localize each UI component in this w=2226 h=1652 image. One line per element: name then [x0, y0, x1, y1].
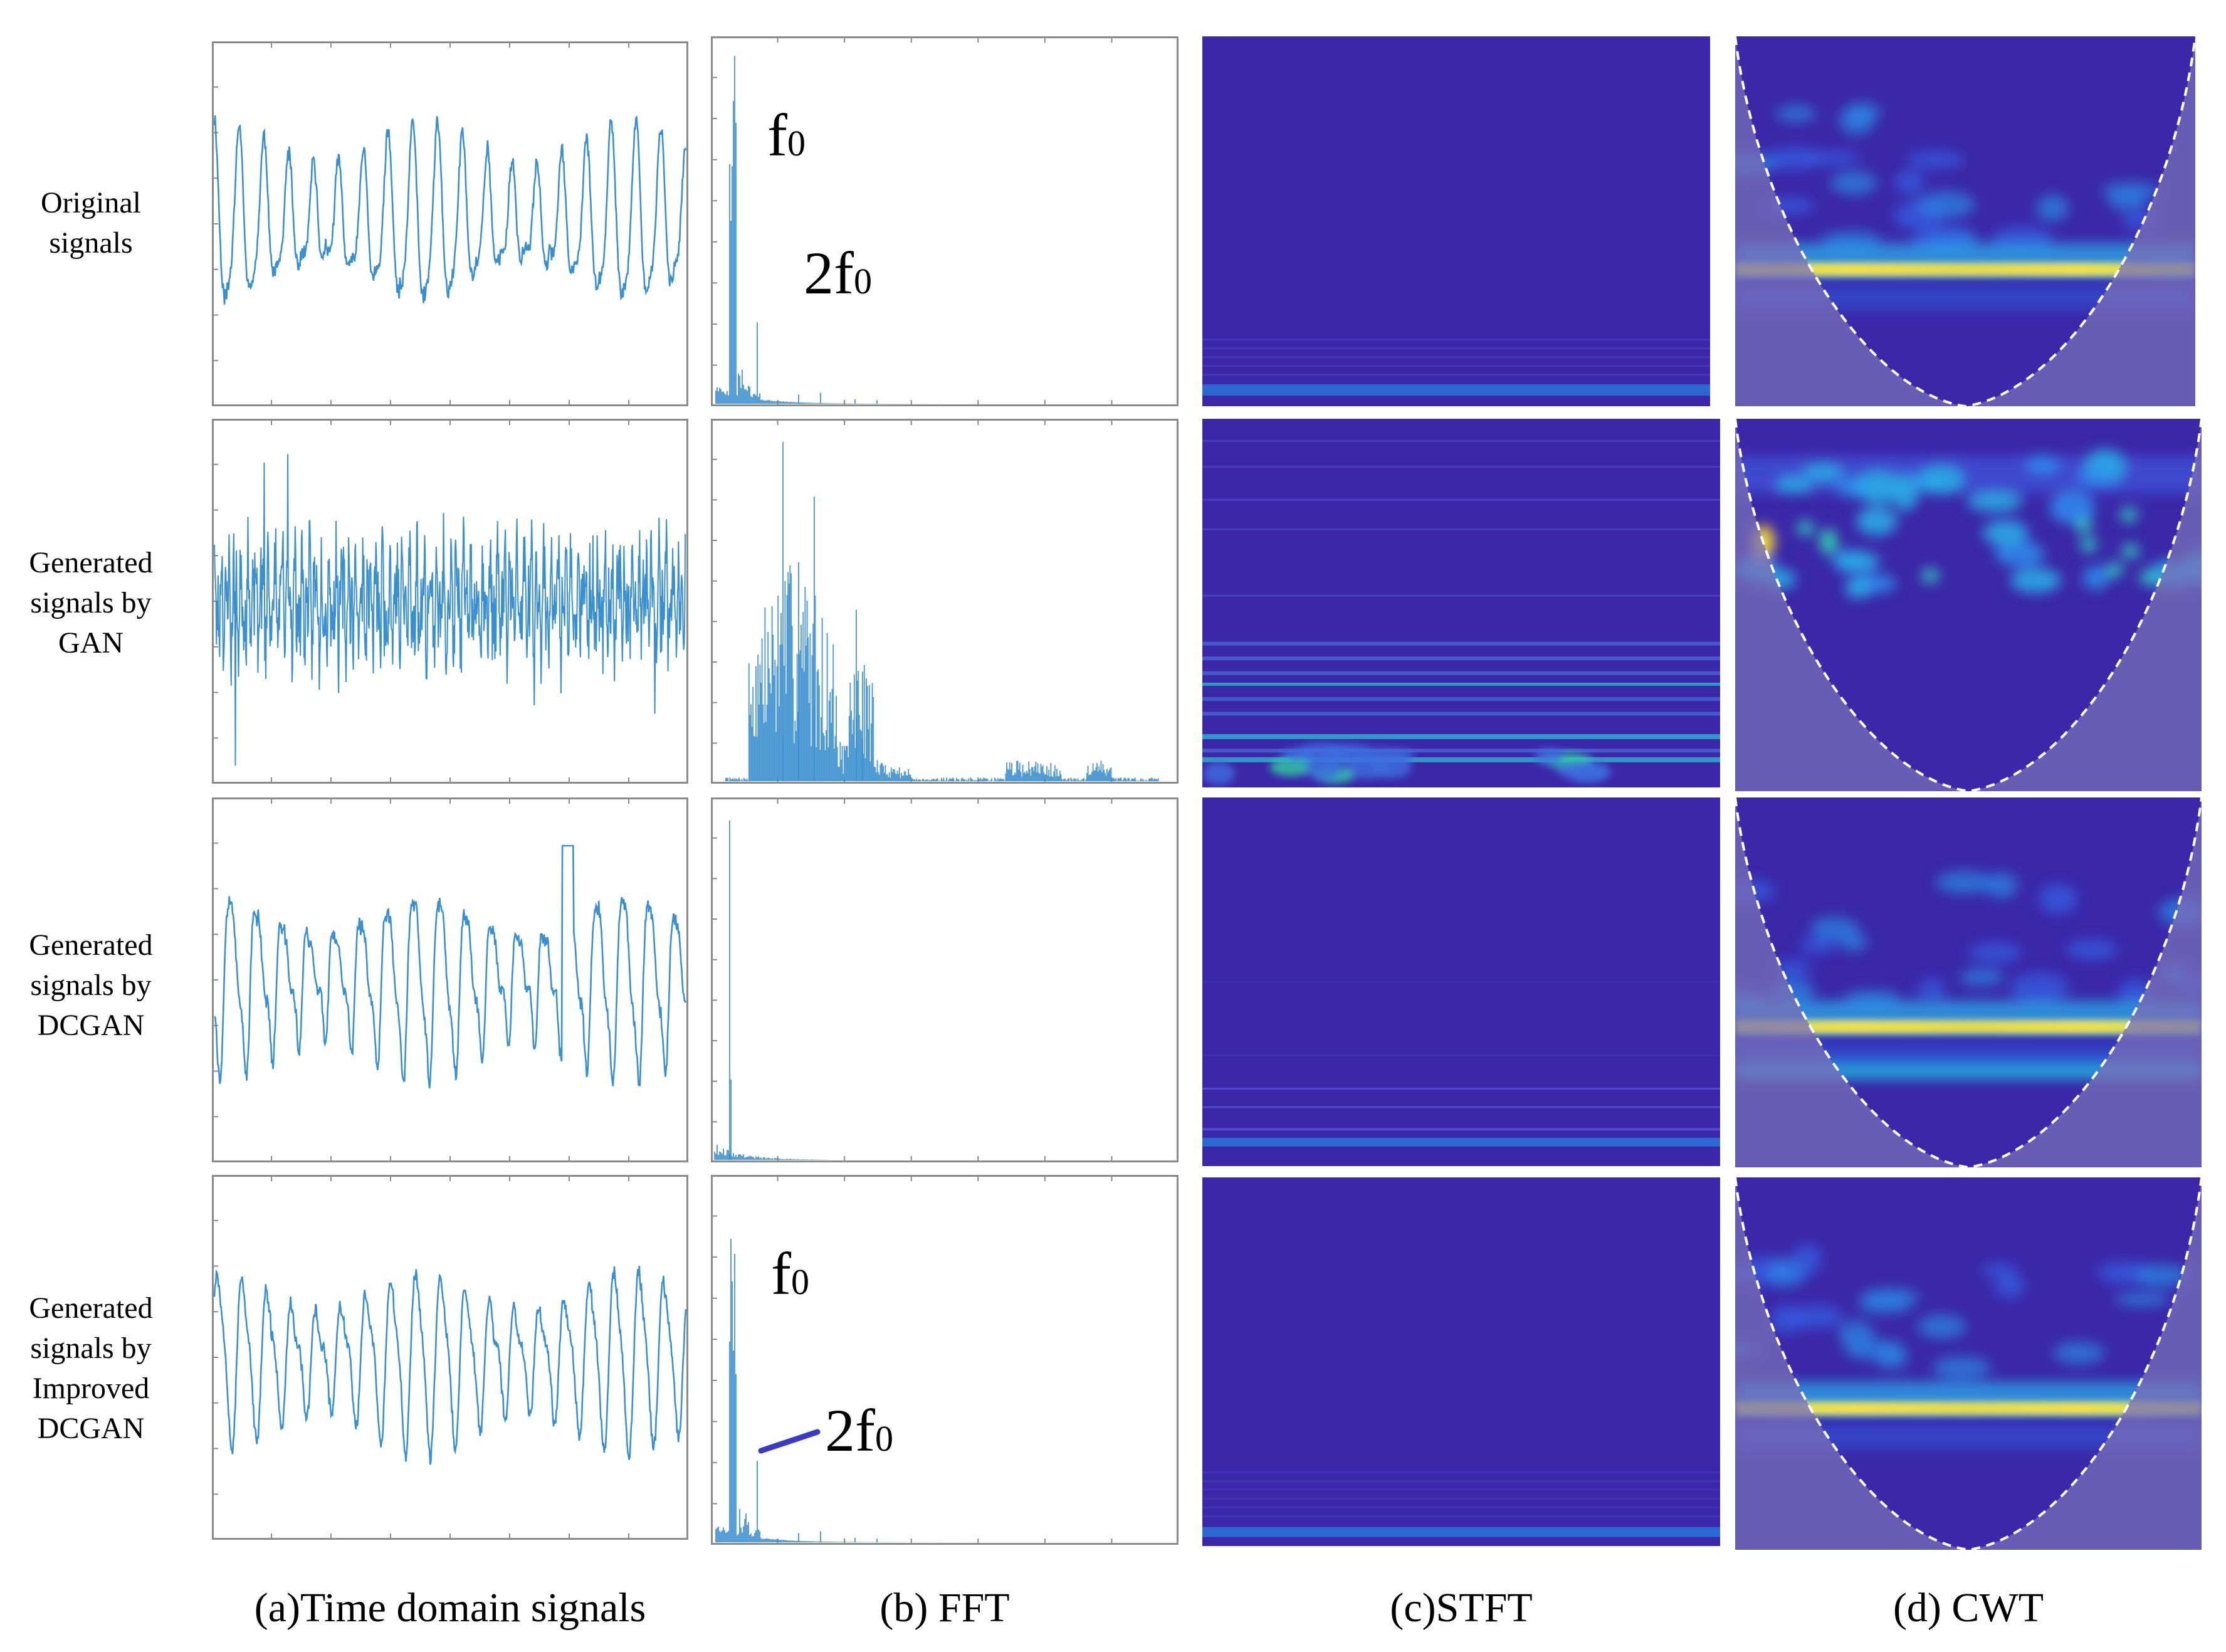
cwt-scalogram — [1735, 36, 2195, 406]
fft-label-f0: f0 — [767, 102, 806, 169]
cone-of-influence-shade — [1735, 419, 2202, 791]
fft-plot — [711, 419, 1179, 784]
fft-plot: f0 2f0 — [711, 36, 1179, 406]
plot-frame — [711, 797, 1179, 1162]
cwt-scalogram — [1735, 1177, 2202, 1550]
stft-bands — [1202, 439, 1720, 785]
fft-spectrum — [714, 820, 828, 1160]
fft-original: f0 2f0 — [711, 36, 1179, 406]
signal-trace — [213, 1266, 687, 1465]
stft-bands — [1202, 1471, 1720, 1537]
plot-frame — [212, 41, 688, 406]
time-signal-plot — [212, 419, 688, 784]
time-signal-plot — [212, 797, 688, 1162]
row-label-dcgan: Generated signals by DCGAN — [29, 929, 153, 1042]
stft-heatmap — [1202, 797, 1720, 1166]
cwt-gan — [1735, 419, 2202, 791]
column-label-fft: (b) FFT — [879, 1585, 1010, 1631]
stft-bands — [1202, 339, 1710, 396]
plot-frame — [212, 797, 688, 1162]
signal-trace — [214, 454, 686, 766]
fft-improved-dcgan: f0 2f0 — [711, 1175, 1179, 1545]
column-label-cwt: (d) CWT — [1893, 1585, 2044, 1631]
fft-label-2f0: 2f0 — [804, 239, 872, 307]
cwt-original — [1735, 36, 2195, 406]
stft-heatmap — [1202, 36, 1710, 406]
cone-of-influence-shade — [1735, 36, 2195, 406]
row-label-original: Original signals — [41, 186, 141, 260]
stft-heatmap — [1202, 419, 1720, 787]
plot-frame — [212, 1175, 688, 1540]
signal-trace — [214, 844, 687, 1089]
arrow-icon — [758, 1429, 821, 1454]
stft-improved-dcgan — [1202, 1177, 1720, 1546]
heatmap-background — [1202, 797, 1720, 1166]
column-label-stft: (c)STFT — [1390, 1585, 1533, 1631]
fft-spectrum — [715, 56, 969, 404]
time-signal-plot — [212, 41, 688, 406]
plot-frame — [711, 36, 1179, 406]
signal-trace — [213, 115, 687, 305]
cone-of-influence-shade — [1735, 797, 2202, 1167]
heatmap-background — [1202, 1177, 1720, 1546]
column-label-time-domain: (a)Time domain signals — [254, 1585, 646, 1631]
cone-of-influence-line — [1735, 36, 2195, 406]
stft-original — [1202, 36, 1710, 406]
fft-plot — [711, 797, 1179, 1162]
fft-label-f0: f0 — [771, 1240, 809, 1307]
cwt-scalogram — [1735, 419, 2202, 791]
time-signal-original — [212, 41, 688, 406]
stft-dcgan — [1202, 797, 1720, 1166]
fft-gan — [711, 419, 1179, 784]
stft-gan — [1202, 419, 1720, 787]
time-signal-improved-dcgan — [212, 1175, 688, 1540]
fft-spectrum — [715, 1238, 969, 1542]
fft-dcgan — [711, 797, 1179, 1162]
time-signal-plot — [212, 1175, 688, 1540]
time-signal-gan — [212, 419, 688, 784]
stft-heatmap — [1202, 1177, 1720, 1546]
time-signal-dcgan — [212, 797, 688, 1162]
cone-of-influence-shade — [1735, 1177, 2202, 1550]
fft-spectrum — [725, 441, 1160, 781]
cwt-energy — [1735, 448, 2202, 599]
plot-frame — [711, 1175, 1179, 1545]
heatmap-background — [1202, 419, 1720, 787]
cwt-improved-dcgan — [1735, 1177, 2202, 1550]
row-label-improved-dcgan: Generated signals by Improved DCGAN — [29, 1292, 153, 1445]
cwt-scalogram — [1735, 797, 2202, 1167]
row-label-gan: Generated signals by GAN — [29, 546, 153, 660]
heatmap-background — [1202, 36, 1710, 406]
cwt-dcgan — [1735, 797, 2202, 1167]
stft-bands — [1202, 981, 1720, 1147]
fft-label-2f0: 2f0 — [825, 1397, 893, 1464]
fft-plot: f0 2f0 — [711, 1175, 1179, 1545]
